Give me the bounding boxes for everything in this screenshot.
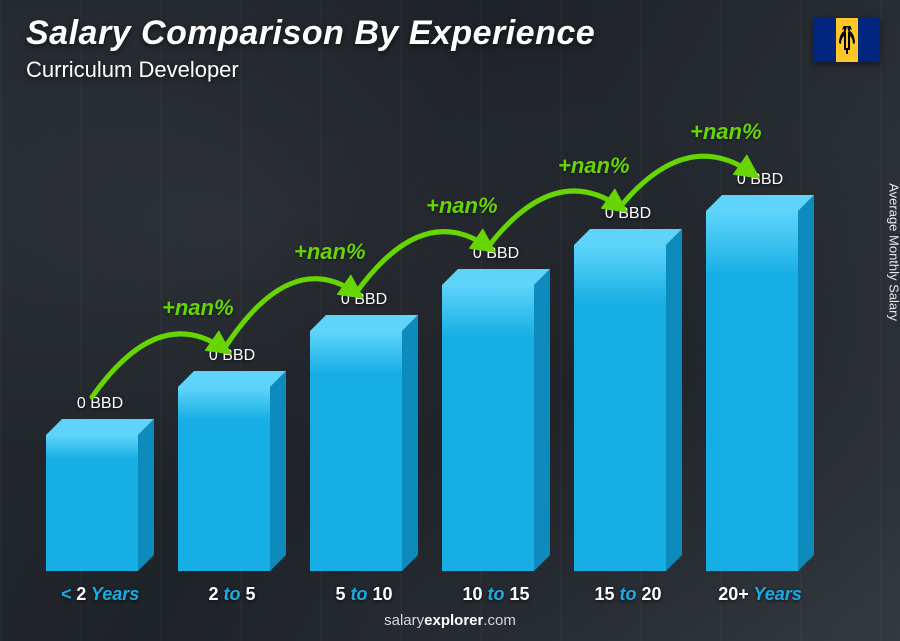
growth-arrow-label: +nan% bbox=[294, 239, 366, 265]
bar-top bbox=[46, 419, 154, 435]
bar: 0 BBD10 to 15 bbox=[442, 285, 550, 571]
bar-top bbox=[574, 229, 682, 245]
bar-value-label: 0 BBD bbox=[605, 205, 651, 223]
bar-side bbox=[402, 315, 418, 571]
bar-top bbox=[178, 371, 286, 387]
title-block: Salary Comparison By Experience Curricul… bbox=[26, 14, 595, 83]
watermark-prefix: salary bbox=[384, 612, 424, 629]
bar-chart: 0 BBD< 2 Years0 BBD2 to 50 BBD5 to 100 B… bbox=[40, 110, 840, 571]
bar-value-label: 0 BBD bbox=[209, 347, 255, 365]
bar-value-label: 0 BBD bbox=[737, 171, 783, 189]
chart-subtitle: Curriculum Developer bbox=[26, 57, 595, 83]
watermark-suffix: explorer bbox=[424, 612, 483, 629]
bar-side bbox=[798, 195, 814, 571]
bar: 0 BBD< 2 Years bbox=[46, 435, 154, 571]
bar-category-label: 10 to 15 bbox=[462, 584, 529, 605]
bar-side bbox=[666, 229, 682, 571]
bar-front bbox=[178, 387, 270, 571]
bar-side bbox=[534, 269, 550, 571]
bar-front bbox=[574, 245, 666, 571]
chart-stage: Salary Comparison By Experience Curricul… bbox=[0, 0, 900, 641]
watermark-tld: .com bbox=[483, 612, 516, 629]
growth-arrow-label: +nan% bbox=[690, 119, 762, 145]
bar-top bbox=[706, 195, 814, 211]
bar-value-label: 0 BBD bbox=[341, 291, 387, 309]
bar: 0 BBD2 to 5 bbox=[178, 387, 286, 571]
bar: 0 BBD20+ Years bbox=[706, 211, 814, 571]
chart-title: Salary Comparison By Experience bbox=[26, 14, 595, 53]
bar-value-label: 0 BBD bbox=[473, 245, 519, 263]
growth-arrow-label: +nan% bbox=[426, 193, 498, 219]
bar-category-label: < 2 Years bbox=[61, 584, 140, 605]
bar-top bbox=[442, 269, 550, 285]
bar-category-label: 20+ Years bbox=[718, 584, 802, 605]
flag-stripe-right bbox=[858, 18, 880, 62]
growth-arrow-label: +nan% bbox=[162, 295, 234, 321]
bar-top bbox=[310, 315, 418, 331]
bar-front bbox=[442, 285, 534, 571]
trident-icon bbox=[838, 26, 856, 54]
bar-side bbox=[270, 371, 286, 571]
flag-barbados bbox=[814, 18, 880, 62]
bar-value-label: 0 BBD bbox=[77, 395, 123, 413]
bar-side bbox=[138, 419, 154, 571]
bar-front bbox=[706, 211, 798, 571]
bar-category-label: 5 to 10 bbox=[335, 584, 392, 605]
bar-category-label: 2 to 5 bbox=[208, 584, 255, 605]
watermark: salaryexplorer.com bbox=[384, 612, 516, 629]
growth-arrow-label: +nan% bbox=[558, 153, 630, 179]
y-axis-label: Average Monthly Salary bbox=[887, 183, 900, 321]
bar-front bbox=[46, 435, 138, 571]
bar: 0 BBD15 to 20 bbox=[574, 245, 682, 571]
bar-front bbox=[310, 331, 402, 571]
bar: 0 BBD5 to 10 bbox=[310, 331, 418, 571]
bar-category-label: 15 to 20 bbox=[594, 584, 661, 605]
flag-stripe-left bbox=[814, 18, 836, 62]
